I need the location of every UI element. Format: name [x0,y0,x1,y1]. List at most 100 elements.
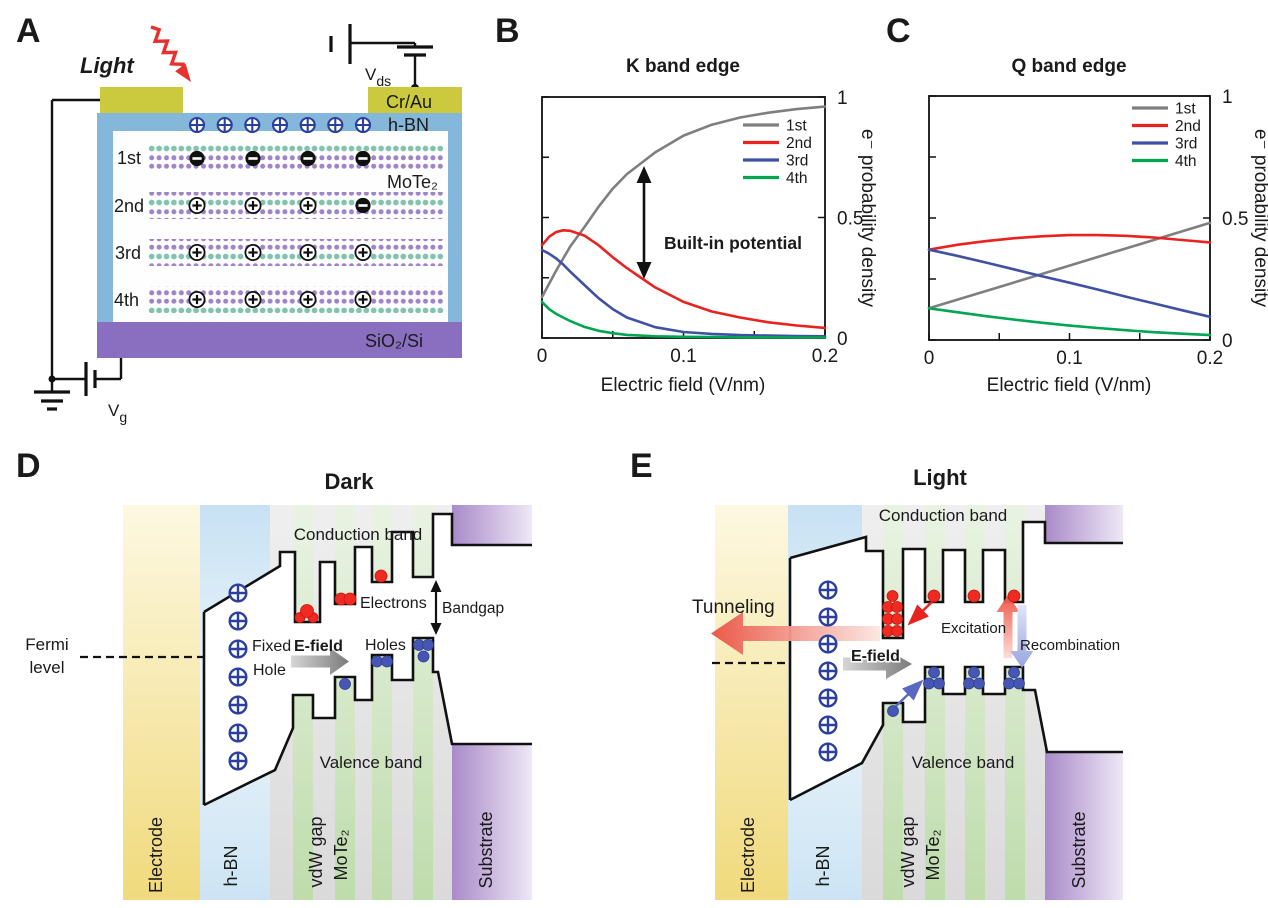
x-tick-label: 0.1 [1056,348,1082,369]
bandgap-arrow [430,580,442,635]
mote2-stripe-4 [413,505,433,900]
chart-title-k: K band edge [626,56,740,77]
efield-label: E-field [294,638,343,655]
crau-label: Cr/Au [386,92,432,112]
region-label-hbn: h-BN [813,845,833,886]
series-4th [927,306,1212,337]
panel-e-title: Light [913,465,967,490]
mote2-label: MoTe₂ [387,172,438,192]
fixed-hole-label-line2: Hole [253,662,286,679]
chart-title-q: Q band edge [1011,56,1126,77]
region-label-substrate: Substrate [1069,811,1089,888]
legend-label: 2nd [1175,118,1201,135]
panel-label-b: B [495,12,520,50]
valence-band-edge [203,636,532,807]
region-label-hbn: h-BN [221,845,241,886]
device-stack: Cr/Au h-BN MoTe₂ SiO₂/Si 1st 2nd 3rd 4th [97,87,462,358]
y-tick-label: 0.5 [1222,209,1248,230]
y-axis-label: e⁻ probability density [1250,129,1268,307]
layer-label-1st: 1st [117,148,141,168]
legend-label: 3rd [1175,136,1197,153]
legend-label: 2nd [786,135,812,152]
legend-label: 4th [1175,153,1197,170]
tunneling-label: Tunneling [692,597,775,618]
layer-label-3rd: 3rd [115,243,141,263]
legend-label: 1st [786,118,807,135]
vds-label: Vds [365,65,391,89]
region-label-mote2: MoTe₂ [923,829,943,880]
holes-dots [887,666,1025,717]
svg-text:Built-in potential: Built-in potential [664,233,802,253]
y-tick-label: 1 [837,88,848,109]
panel-d-band-diagram-dark: D Dark Fermi level [16,447,532,900]
panel-label-e: E [630,447,653,485]
light-ray-icon [150,25,191,83]
valence-band-label: Valence band [320,753,423,772]
hole-transfer-arrow [895,679,924,707]
vg-label: Vg [108,401,127,425]
series-1st [540,105,827,299]
x-tick-label: 0.2 [812,346,838,367]
electrode-band [123,505,200,900]
electrode-right [368,87,462,113]
fermi-label-line1: Fermi [25,635,68,654]
panel-e-band-diagram-light: E Light [630,447,1123,900]
region-label-substrate: Substrate [476,811,496,888]
conduction-band-label: Conduction band [294,525,423,544]
layer-label-4th: 4th [114,290,139,310]
legend-label: 1st [1175,101,1196,118]
hbn-label: h-BN [388,115,429,135]
built-in-potential-annotation: Built-in potential [636,166,802,279]
panel-a-device-schematic: A Vg Vds Light [16,12,462,425]
x-axis-label: Electric field (V/nm) [987,375,1152,396]
excitation-label: Excitation [941,620,1006,637]
layer-label-2nd: 2nd [114,196,144,216]
mote2-stripe-3 [372,505,392,900]
recombination-label: Recombination [1020,637,1120,654]
panel-d-title: Dark [325,469,375,494]
valence-band-label: Valence band [912,753,1015,772]
sio2-label: SiO₂/Si [365,331,423,351]
panel-label-a: A [16,12,41,50]
holes-label: Holes [365,637,406,654]
x-tick-label: 0 [537,346,548,367]
region-label-vdw-gap: vdW gap [306,816,326,887]
x-tick-label: 0.2 [1197,348,1223,369]
electrons-label: Electrons [360,595,427,612]
electrode-left [100,87,183,113]
y-tick-label: 0 [837,329,848,350]
series-3rd [927,248,1212,319]
plot-area [928,95,1211,341]
tunneling-arrow [711,612,880,655]
series-4th [540,300,827,339]
sio2-substrate [97,322,462,358]
recombination-arrow [1010,605,1034,668]
fixed-hole-label-line1: Fixed [252,638,291,655]
bandgap-region [790,522,1123,800]
y-axis-label: e⁻ probability density [857,129,878,307]
series-2nd [927,233,1212,251]
excitation-arrow [996,595,1020,658]
mote2-stripe-1 [293,505,313,900]
region-label-electrode: Electrode [738,817,758,893]
electrons-dots [882,589,1021,637]
x-axis-label: Electric field (V/nm) [601,375,766,396]
electron-transfer-arrow [907,599,935,626]
efield-arrow [291,648,349,675]
x-tick-label: 0 [924,348,935,369]
electrode-band [715,505,788,900]
efield-arrow [843,649,912,679]
series-3rd [540,248,827,338]
series-2nd [540,229,827,330]
efield-label: E-field [851,648,900,665]
region-label-vdw-gap: vdW gap [898,816,918,887]
panel-label-d: D [16,447,41,485]
y-tick-label: 0 [1222,331,1233,352]
y-tick-label: 1 [1222,87,1233,108]
y-tick-label: 0.5 [837,209,863,230]
region-label-mote2: MoTe₂ [331,829,351,880]
